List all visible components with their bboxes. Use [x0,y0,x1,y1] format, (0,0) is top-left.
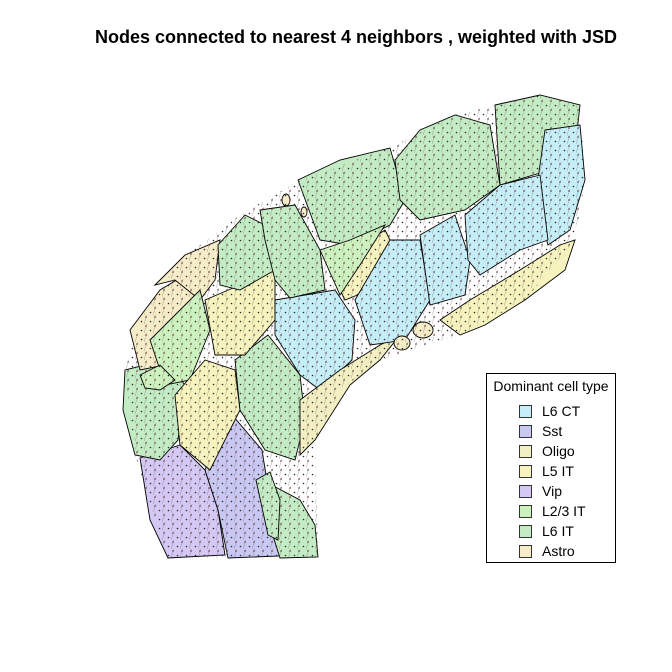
dot-overlay [125,95,585,558]
diagram-title: Nodes connected to nearest 4 neighbors ,… [94,27,618,47]
legend-label: Astro [542,543,575,559]
legend-item: Astro [519,542,575,560]
legend-label: Oligo [542,443,575,459]
legend-swatch [519,524,532,538]
legend-swatch [519,404,532,418]
legend-label: Sst [542,423,563,439]
legend-swatch [519,464,532,478]
legend-swatch [519,504,532,518]
legend-item: L2/3 IT [519,502,586,520]
legend-item: L6 CT [519,402,580,420]
legend-swatch [519,444,532,458]
legend-label: L2/3 IT [542,503,586,519]
legend-item: Sst [519,422,562,440]
legend-label: L5 IT [542,463,574,479]
legend-item: L5 IT [519,462,574,480]
legend-title: Dominant cell type [493,378,609,394]
region-polygons [122,94,586,559]
legend-label: L6 IT [542,523,574,539]
legend-item: Vip [519,482,562,500]
legend-item: Oligo [519,442,575,460]
legend-swatch [519,544,532,558]
legend-label: L6 CT [542,403,581,419]
legend: Dominant cell type L6 CT Sst Oligo L5 IT… [486,373,616,563]
legend-item: L6 IT [519,522,574,540]
legend-label: Vip [542,483,562,499]
legend-swatch [519,484,532,498]
legend-swatch [519,424,532,438]
